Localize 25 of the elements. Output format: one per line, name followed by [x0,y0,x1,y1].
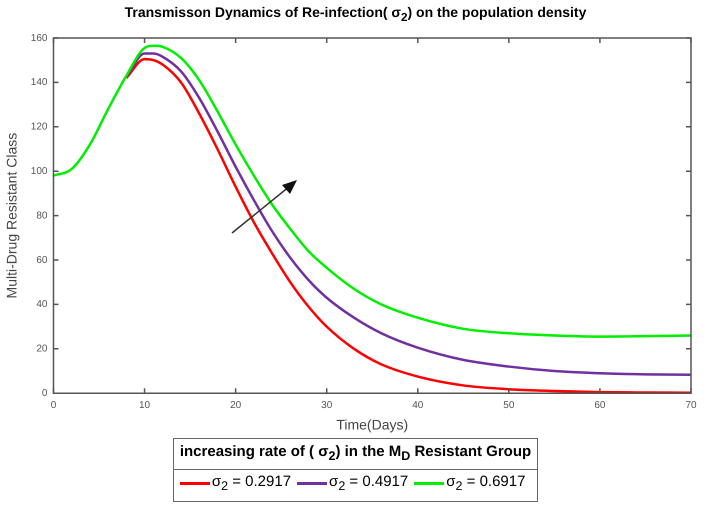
chart-title: Transmisson Dynamics of Re-infection( σ$_{2}$) on the population density [124,3,588,26]
x-tick-label: 40 [412,400,424,411]
y-tick-label: 60 [36,254,48,266]
y-tick-label: 80 [36,210,48,222]
y-tick-label: 20 [36,344,48,355]
x-tick-label: 0 [50,400,57,411]
legend-label: σ$_{2}$ = 0.4917 [329,473,408,493]
y-tick-label: 120 [30,122,48,133]
legend-title: increasing rate of ( σ$_{2}$) in the M$_{D}$ Resistant Group [174,439,538,470]
x-tick-label: 60 [594,400,606,411]
y-axis-title: Multi-Drug Resistant Class [3,132,20,298]
y-tick-label: 100 [30,166,48,177]
x-tick-label: 10 [138,400,151,411]
x-tick-label: 50 [503,400,515,411]
y-tick-label: 160 [30,32,48,44]
line-series [53,44,691,338]
x-tick-label: 70 [685,400,697,411]
x-tick-label: 30 [321,400,333,411]
x-axis-title: Time(Days) [336,416,408,432]
y-tick-label: 140 [30,77,48,88]
y-tick-label: 0 [42,388,48,399]
y-tick-label: 40 [36,299,48,310]
legend-label: σ$_{2}$ = 0.6917 [446,473,526,493]
x-tick-label: 20 [230,400,242,411]
legend-label: σ$_{2}$ = 0.2917 [212,473,292,493]
